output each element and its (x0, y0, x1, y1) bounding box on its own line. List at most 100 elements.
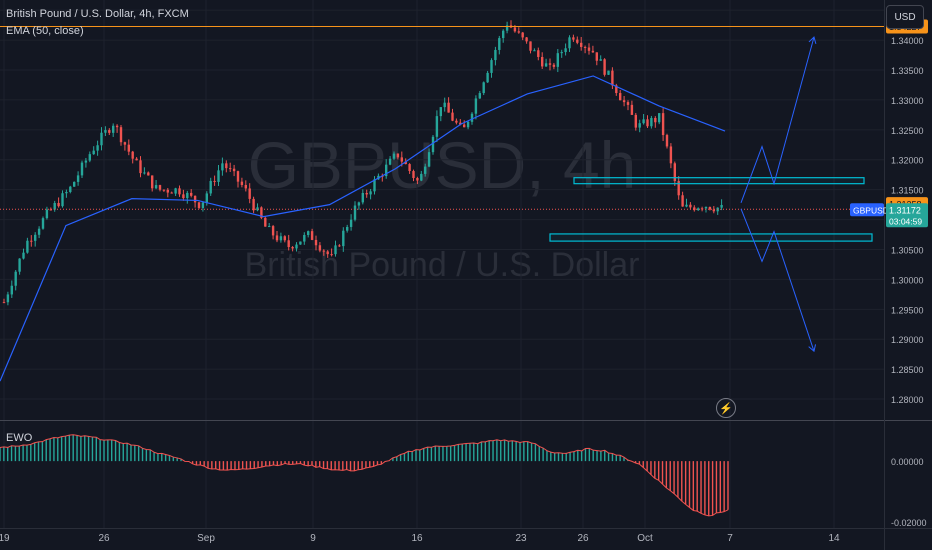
symbol-tag: GBPUSD (853, 205, 889, 215)
ewo-legend[interactable]: EWO (6, 432, 33, 444)
ewo-signal-line (0, 434, 729, 517)
candle-body (443, 102, 446, 108)
candle-body (431, 136, 435, 153)
candle-body (420, 173, 423, 181)
candle-body (537, 50, 540, 57)
candle-body (310, 231, 314, 240)
x-tick-label: Sep (197, 533, 215, 544)
candle-body (6, 294, 10, 303)
chart-title: British Pound / U.S. Dollar, 4h, FXCM (6, 8, 189, 20)
candle-body (638, 123, 641, 128)
x-tick-label: Oct (637, 533, 653, 544)
y-tick-label: 1.28500 (891, 365, 924, 375)
countdown-label: 03:04:59 (889, 216, 922, 226)
watermark-name: British Pound / U.S. Dollar (245, 246, 640, 284)
candle-body (427, 152, 431, 167)
candle-body (57, 202, 60, 207)
candle-body (135, 158, 138, 161)
candle-body (84, 160, 88, 163)
candle-body (591, 50, 595, 53)
candle-body (529, 41, 532, 51)
lower-zone (549, 233, 873, 242)
projection-arrowhead (808, 344, 817, 353)
candle-body (287, 240, 290, 248)
candle-body (689, 204, 692, 208)
candle-body (712, 209, 715, 212)
candle-body (658, 113, 661, 123)
symbol-tag-bg (850, 203, 884, 217)
candle-body (552, 64, 556, 67)
candle-body (544, 63, 548, 67)
candle-body (622, 100, 626, 103)
candle-body (576, 39, 579, 43)
y-tick-label: 1.34000 (891, 36, 924, 46)
candle-body (80, 162, 84, 176)
candle-body (2, 302, 6, 304)
last-price-label: 1.31172 (889, 205, 921, 215)
candle-body (459, 122, 462, 125)
candle-body (607, 70, 610, 75)
candle-body (466, 121, 470, 128)
currency-button[interactable]: USD (886, 5, 924, 29)
candle-body (502, 30, 505, 39)
candle-body (490, 60, 493, 73)
candle-body (611, 70, 614, 86)
candle-body (334, 245, 337, 255)
candle-body (37, 228, 41, 235)
last-price-bg (886, 203, 928, 228)
candle-body (568, 37, 571, 49)
candle-body (478, 93, 481, 99)
x-tick-label: 26 (98, 533, 110, 544)
candle-body (151, 175, 154, 189)
candle-body (275, 235, 279, 241)
candle-body (435, 116, 439, 137)
candle-body (127, 144, 130, 152)
candle-body (186, 192, 189, 199)
candle-body (307, 231, 310, 235)
candle-body (201, 202, 205, 208)
candle-body (373, 179, 376, 192)
lightning-icon[interactable]: ⚡ (716, 398, 736, 418)
candle-body (646, 119, 649, 127)
candle-body (704, 206, 708, 209)
candle-body (330, 254, 333, 256)
y-tick-label: 1.33500 (891, 66, 924, 76)
candle-body (654, 117, 657, 123)
candle-body (677, 181, 680, 196)
candle-body (470, 113, 474, 122)
candle-body (41, 218, 45, 229)
candle-body (65, 191, 68, 194)
candle-body (158, 185, 162, 190)
candle-body (408, 164, 411, 172)
candle-body (248, 188, 251, 199)
candle-body (318, 245, 322, 251)
candle-body (100, 132, 103, 146)
candle-body (474, 98, 478, 114)
candle-body (22, 252, 25, 259)
ema-legend[interactable]: EMA (50, close) (6, 25, 84, 37)
candle-body (123, 142, 127, 145)
candle-body (108, 130, 111, 133)
ewo-panel (0, 434, 729, 517)
candle-body (182, 194, 185, 199)
candle-body (404, 161, 407, 165)
projection-path-up (740, 36, 815, 203)
candle-body (517, 31, 520, 33)
candle-body (513, 27, 517, 32)
candle-body (197, 202, 201, 208)
projection-path-down (740, 208, 815, 352)
y-tick-label: 1.28000 (891, 395, 924, 405)
candle-body (268, 226, 271, 228)
candle-body (232, 168, 236, 172)
candle-body (560, 52, 563, 54)
candle-body (88, 154, 91, 161)
candle-body (314, 239, 318, 246)
candle-body (634, 114, 637, 128)
candle-body (205, 193, 208, 203)
candle-body (708, 206, 712, 210)
candle-body (236, 171, 240, 182)
y-tick-label: 1.33000 (891, 96, 924, 106)
ewo-y-tick-label: -0.02000 (891, 518, 927, 528)
